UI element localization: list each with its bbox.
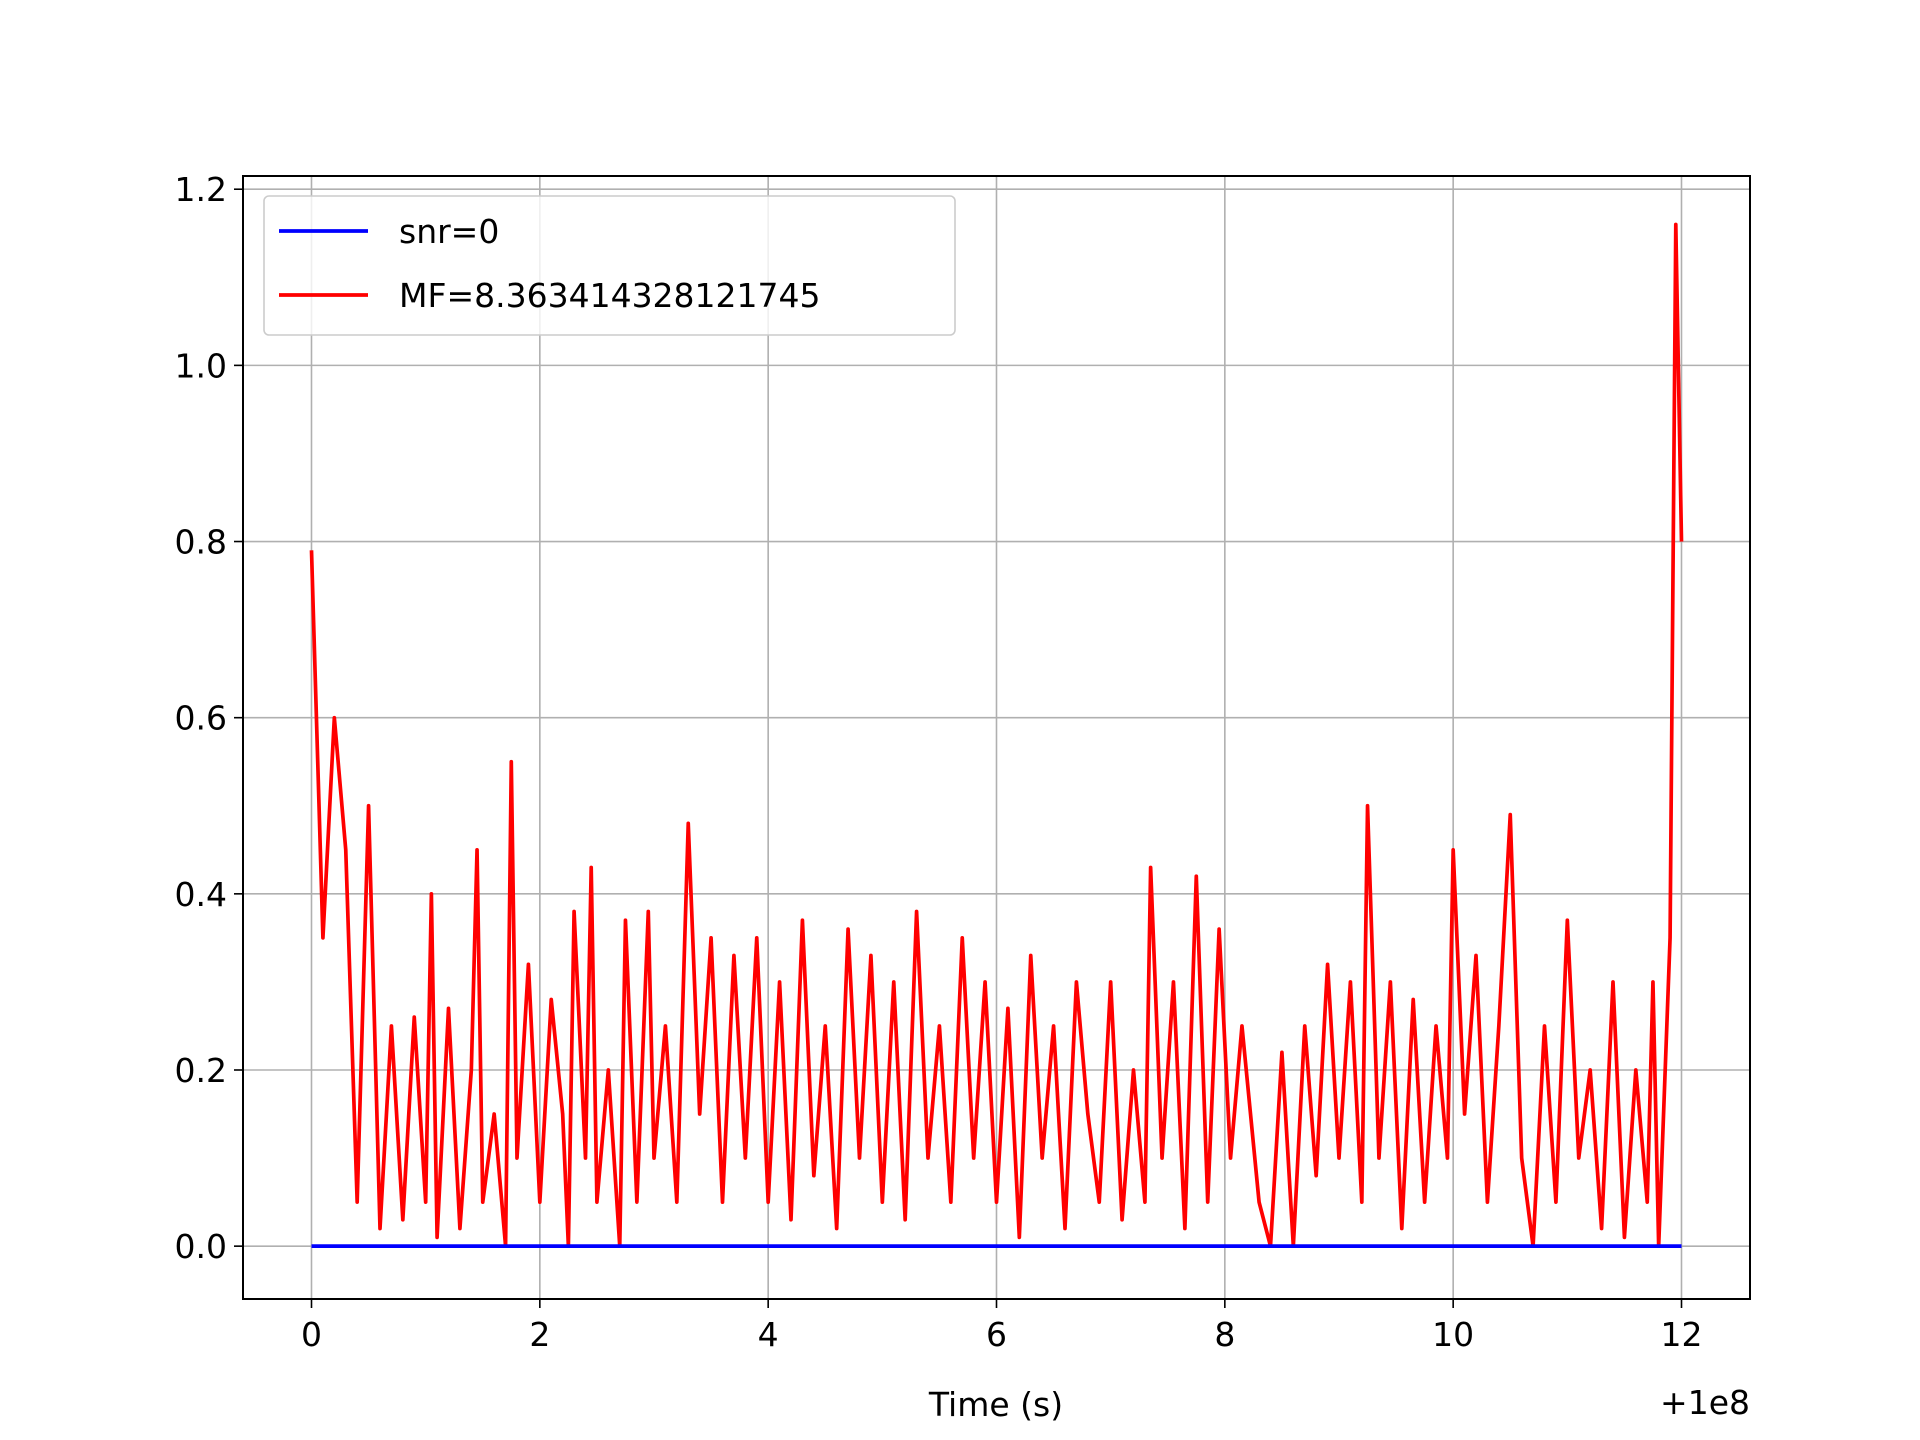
x-axis-label: Time (s): [928, 1385, 1063, 1424]
x-tick-label: 8: [1214, 1315, 1235, 1354]
y-tick-label: 0.6: [175, 699, 227, 738]
legend-label: snr=0: [399, 212, 499, 251]
line-series: [309, 222, 1684, 1248]
legend: snr=0 MF=8.363414328121745: [263, 195, 956, 336]
grid: [243, 176, 1750, 1299]
x-tick-label: 10: [1432, 1315, 1474, 1354]
y-tick-label: 0.8: [175, 523, 227, 562]
y-tick-label: 0.4: [175, 875, 227, 914]
x-tick-label: 6: [986, 1315, 1007, 1354]
y-tick-label: 0.2: [175, 1051, 227, 1090]
x-tick-label: 2: [529, 1315, 550, 1354]
x-tick-label: 0: [301, 1315, 322, 1354]
legend-box: [263, 195, 956, 336]
x-tick-label: 12: [1661, 1315, 1703, 1354]
x-tick-label: 4: [758, 1315, 779, 1354]
y-tick-label: 1.0: [175, 346, 227, 385]
axes-frame: [242, 175, 1751, 1300]
x-offset-label: +1e8: [1660, 1383, 1750, 1422]
legend-label: MF=8.363414328121745: [399, 276, 821, 315]
y-tick-label: 0.0: [175, 1227, 227, 1266]
y-tick-label: 1.2: [175, 170, 227, 209]
